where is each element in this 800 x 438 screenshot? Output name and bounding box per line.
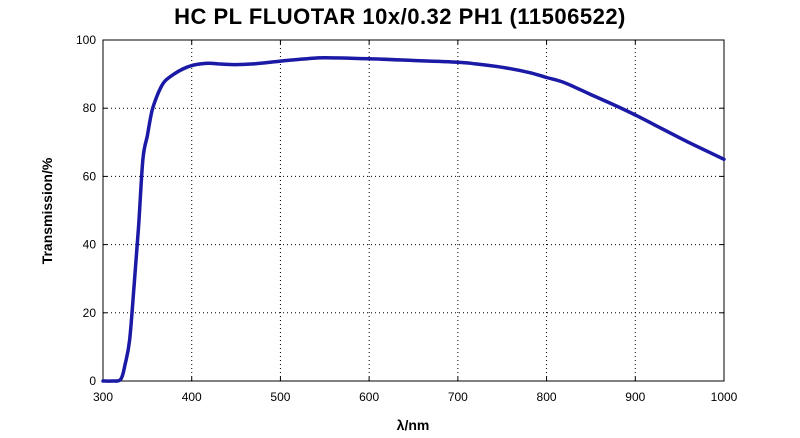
- axis-ticks: 300 400 500 600 700 800 900 1000 0 20 40 60 80 100: [76, 33, 738, 404]
- x-tick-label: 700: [448, 390, 468, 404]
- x-tick-label: 800: [537, 390, 557, 404]
- y-tick-label: 20: [83, 306, 97, 320]
- y-tick-label: 40: [83, 238, 97, 252]
- chart-title: HC PL FLUOTAR 10x/0.32 PH1 (11506522): [174, 4, 626, 29]
- x-tick-label: 400: [182, 390, 202, 404]
- y-tick-label: 0: [89, 374, 96, 388]
- y-axis-label: Transmission/%: [39, 157, 55, 264]
- x-tick-label: 1000: [711, 390, 738, 404]
- grid-lines: [103, 40, 724, 381]
- x-tick-label: 300: [93, 390, 113, 404]
- x-axis-label: λ/nm: [397, 417, 430, 433]
- transmission-series-line: [101, 55, 726, 383]
- x-tick-label: 900: [625, 390, 645, 404]
- plot-frame: [102, 39, 725, 382]
- y-tick-label: 80: [83, 101, 97, 115]
- y-tick-label: 60: [83, 169, 97, 183]
- x-tick-label: 600: [359, 390, 379, 404]
- x-tick-label: 500: [270, 390, 290, 404]
- y-tick-label: 100: [76, 33, 96, 47]
- series-layer: [101, 55, 726, 383]
